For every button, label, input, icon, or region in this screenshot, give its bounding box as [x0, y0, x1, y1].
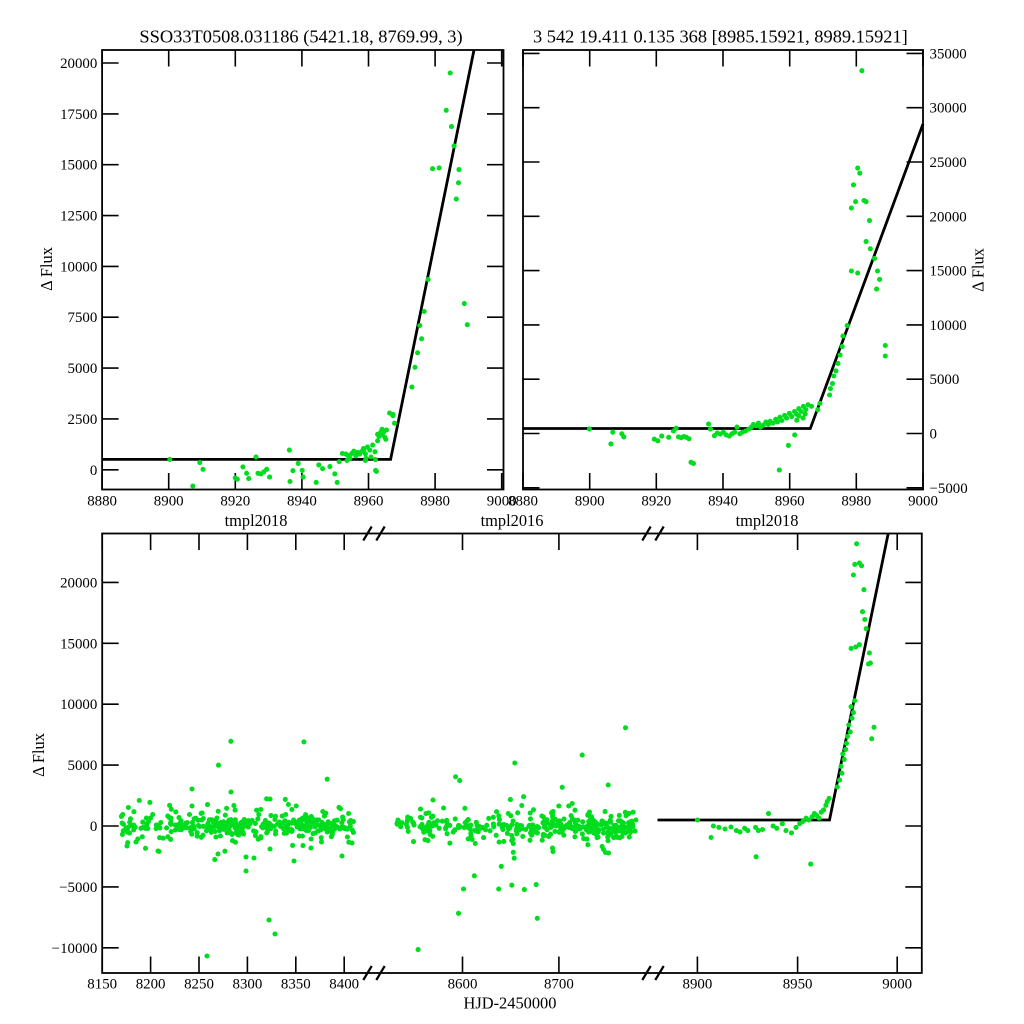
svg-text:8980: 8980	[420, 494, 450, 510]
svg-text:tmpl2018: tmpl2018	[225, 511, 288, 530]
svg-text:8950: 8950	[783, 977, 813, 993]
svg-text:8900: 8900	[575, 494, 605, 510]
svg-text:−5000: −5000	[59, 880, 97, 896]
svg-text:0: 0	[90, 819, 97, 835]
svg-text:−5000: −5000	[930, 481, 968, 497]
svg-text:8600: 8600	[448, 977, 478, 993]
svg-text:8960: 8960	[775, 494, 805, 510]
svg-text:8400: 8400	[329, 977, 359, 993]
svg-text:9000: 9000	[882, 977, 912, 993]
svg-text:15000: 15000	[60, 636, 97, 652]
svg-text:8200: 8200	[136, 977, 166, 993]
svg-text:20000: 20000	[60, 575, 97, 591]
svg-text:20000: 20000	[930, 209, 967, 225]
svg-text:10000: 10000	[930, 318, 967, 334]
svg-text:8900: 8900	[683, 977, 713, 993]
svg-text:8940: 8940	[287, 494, 317, 510]
svg-text:9000: 9000	[487, 494, 517, 510]
svg-text:SSO33T0508.031186 (5421.18, 87: SSO33T0508.031186 (5421.18, 8769.99, 3)	[139, 27, 462, 48]
svg-text:20000: 20000	[60, 56, 97, 72]
svg-text:8960: 8960	[354, 494, 384, 510]
svg-text:3 542 19.411 0.135 368 [8985.1: 3 542 19.411 0.135 368 [8985.15921, 8989…	[533, 27, 908, 47]
svg-text:8350: 8350	[281, 977, 311, 993]
svg-text:15000: 15000	[60, 158, 97, 174]
svg-text:Δ Flux: Δ Flux	[37, 247, 56, 291]
svg-text:5000: 5000	[68, 361, 98, 377]
svg-text:0: 0	[930, 427, 937, 443]
svg-text:2500: 2500	[68, 412, 98, 428]
svg-text:5000: 5000	[68, 758, 98, 774]
svg-text:tmpl2018: tmpl2018	[736, 511, 799, 530]
svg-text:9000: 9000	[908, 494, 938, 510]
svg-text:8940: 8940	[708, 494, 738, 510]
svg-text:HJD-2450000: HJD-2450000	[464, 994, 557, 1013]
svg-text:0: 0	[90, 463, 97, 479]
svg-text:Δ Flux: Δ Flux	[29, 733, 48, 777]
svg-text:17500: 17500	[60, 107, 97, 123]
svg-text:8920: 8920	[220, 494, 250, 510]
svg-text:8880: 8880	[87, 494, 117, 510]
svg-text:5000: 5000	[930, 372, 960, 388]
svg-text:10000: 10000	[60, 259, 97, 275]
svg-text:8700: 8700	[544, 977, 574, 993]
svg-text:10000: 10000	[60, 697, 97, 713]
svg-text:8300: 8300	[233, 977, 263, 993]
svg-text:8150: 8150	[87, 977, 117, 993]
svg-text:−10000: −10000	[52, 941, 98, 957]
svg-text:8900: 8900	[154, 494, 184, 510]
svg-text:30000: 30000	[930, 101, 967, 117]
svg-text:12500: 12500	[60, 209, 97, 225]
svg-text:15000: 15000	[930, 264, 967, 280]
svg-text:25000: 25000	[930, 155, 967, 171]
svg-text:7500: 7500	[68, 310, 98, 326]
svg-text:8880: 8880	[508, 494, 538, 510]
svg-text:tmpl2016: tmpl2016	[481, 511, 544, 530]
svg-text:8250: 8250	[184, 977, 214, 993]
svg-text:35000: 35000	[930, 46, 967, 62]
svg-text:8980: 8980	[841, 494, 871, 510]
svg-text:8920: 8920	[641, 494, 671, 510]
svg-text:Δ Flux: Δ Flux	[969, 248, 988, 292]
